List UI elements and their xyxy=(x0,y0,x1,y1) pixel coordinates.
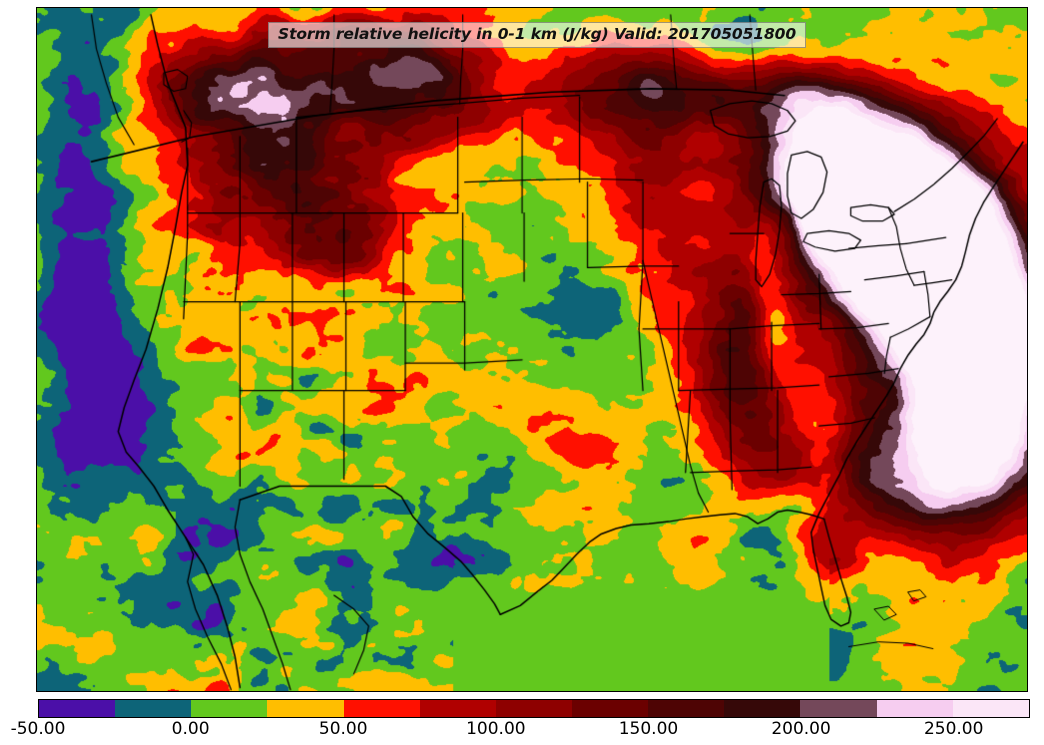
colorbar-tick-250-00: 250.00 xyxy=(923,719,984,739)
colorbar-segment-orange xyxy=(267,700,344,717)
colorbar-segment-near-black-maroon xyxy=(724,700,801,717)
colorbar-segment-green xyxy=(191,700,268,717)
colorbar-tick-150-00: 150.00 xyxy=(618,719,679,739)
colorbar-segment-teal xyxy=(115,700,192,717)
colorbar-tick-200-00: 200.00 xyxy=(771,719,831,739)
colorbar-container xyxy=(38,699,1030,718)
colorbar-segment-dark-red xyxy=(419,700,496,717)
colorbar-segment-darker-red xyxy=(495,700,572,717)
map-title-box: Storm relative helicity in 0-1 km (J/kg)… xyxy=(268,22,807,48)
colorbar-segment-deep-red xyxy=(571,700,649,717)
helicity-contour-field xyxy=(37,8,1027,691)
map-panel[interactable] xyxy=(36,7,1028,692)
colorbar-tick-labels: -50.00 0.00 50.00 100.00 150.00 200.00 250.00 xyxy=(0,719,1044,745)
colorbar-segment-pale-pink xyxy=(952,700,1029,717)
colorbar-tick--50-00: -50.00 xyxy=(10,719,66,739)
colorbar-segment-light-pink xyxy=(876,700,953,717)
colorbar-segment-maroon xyxy=(648,700,725,717)
colorbar-segment-purple xyxy=(39,700,116,717)
colorbar[interactable] xyxy=(38,699,1030,718)
colorbar-tick-0-00: 0.00 xyxy=(171,719,210,739)
colorbar-tick-100-00: 100.00 xyxy=(466,719,526,739)
map-title-text: Storm relative helicity in 0-1 km (J/kg)… xyxy=(278,25,797,43)
colorbar-segment-red xyxy=(343,700,420,717)
colorbar-tick-50-00: 50.00 xyxy=(318,719,368,739)
colorbar-segment-plum xyxy=(800,700,877,717)
